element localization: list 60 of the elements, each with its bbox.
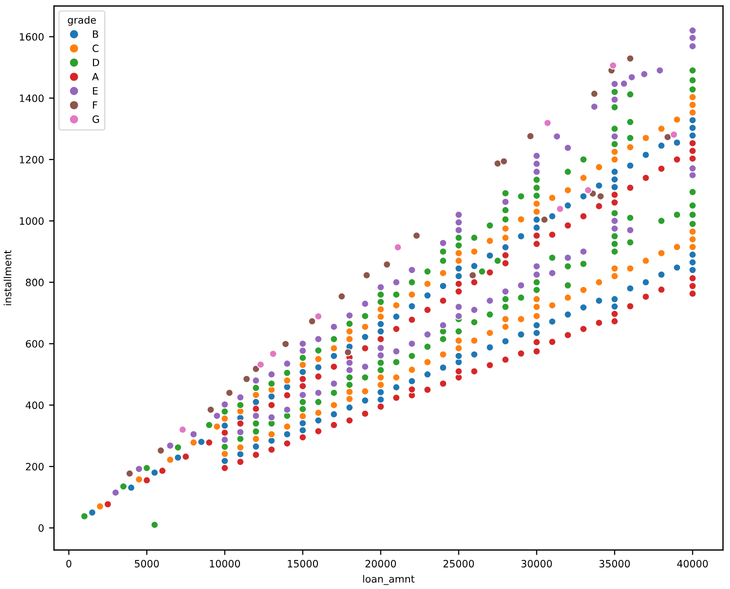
x-tick-label: 30000 bbox=[522, 560, 552, 568]
point bbox=[156, 446, 165, 454]
point bbox=[670, 130, 678, 139]
legend-label: D bbox=[92, 58, 100, 66]
point bbox=[590, 90, 598, 98]
x-tick-label: 0 bbox=[66, 560, 72, 568]
point bbox=[256, 360, 265, 369]
point bbox=[468, 271, 477, 280]
legend-label: F bbox=[92, 101, 98, 109]
x-tick-label: 15000 bbox=[288, 560, 318, 568]
legend-label: E bbox=[92, 87, 98, 94]
point bbox=[206, 406, 215, 414]
y-tick-label: 800 bbox=[26, 278, 44, 286]
legend-label: B bbox=[92, 30, 98, 38]
point bbox=[178, 426, 187, 434]
x-tick-label: 20000 bbox=[366, 560, 396, 568]
point bbox=[526, 132, 534, 140]
point bbox=[225, 388, 234, 397]
y-tick-label: 400 bbox=[26, 401, 44, 410]
point bbox=[282, 340, 290, 348]
legend-title: grade bbox=[68, 16, 96, 26]
point bbox=[609, 62, 618, 70]
point bbox=[544, 119, 552, 127]
y-tick-label: 0 bbox=[38, 524, 44, 532]
point bbox=[596, 192, 605, 200]
point bbox=[338, 292, 346, 300]
legend-label: C bbox=[92, 44, 98, 52]
point bbox=[500, 157, 508, 166]
point bbox=[344, 348, 352, 356]
point bbox=[242, 375, 251, 383]
point bbox=[252, 364, 260, 373]
y-tick-label: 1400 bbox=[20, 94, 44, 102]
legend-label: G bbox=[92, 115, 99, 123]
legend-label: A bbox=[92, 73, 99, 80]
x-tick-label: 35000 bbox=[599, 560, 630, 568]
point bbox=[556, 204, 564, 213]
x-tick-label: 40000 bbox=[677, 560, 708, 568]
point bbox=[412, 232, 421, 240]
x-tick-label: 5000 bbox=[134, 560, 159, 568]
point bbox=[664, 133, 672, 142]
x-tick-label: 25000 bbox=[444, 560, 474, 568]
y-tick-label: 600 bbox=[26, 340, 44, 348]
point bbox=[126, 470, 134, 478]
y-tick-label: 1200 bbox=[20, 156, 44, 164]
point bbox=[308, 317, 316, 326]
y-axis-title: installment bbox=[4, 250, 12, 306]
point bbox=[394, 243, 402, 252]
x-tick-label: 10000 bbox=[210, 560, 240, 568]
point bbox=[494, 160, 502, 168]
point bbox=[626, 54, 634, 62]
point bbox=[269, 350, 278, 358]
y-tick-label: 1600 bbox=[20, 33, 44, 41]
point bbox=[540, 216, 548, 224]
point bbox=[314, 312, 322, 320]
x-axis-title: loan_amnt bbox=[363, 574, 415, 585]
point bbox=[382, 260, 391, 268]
y-tick-label: 200 bbox=[26, 462, 44, 470]
y-tick-label: 1000 bbox=[20, 217, 44, 225]
point bbox=[362, 271, 371, 280]
point bbox=[584, 186, 592, 194]
